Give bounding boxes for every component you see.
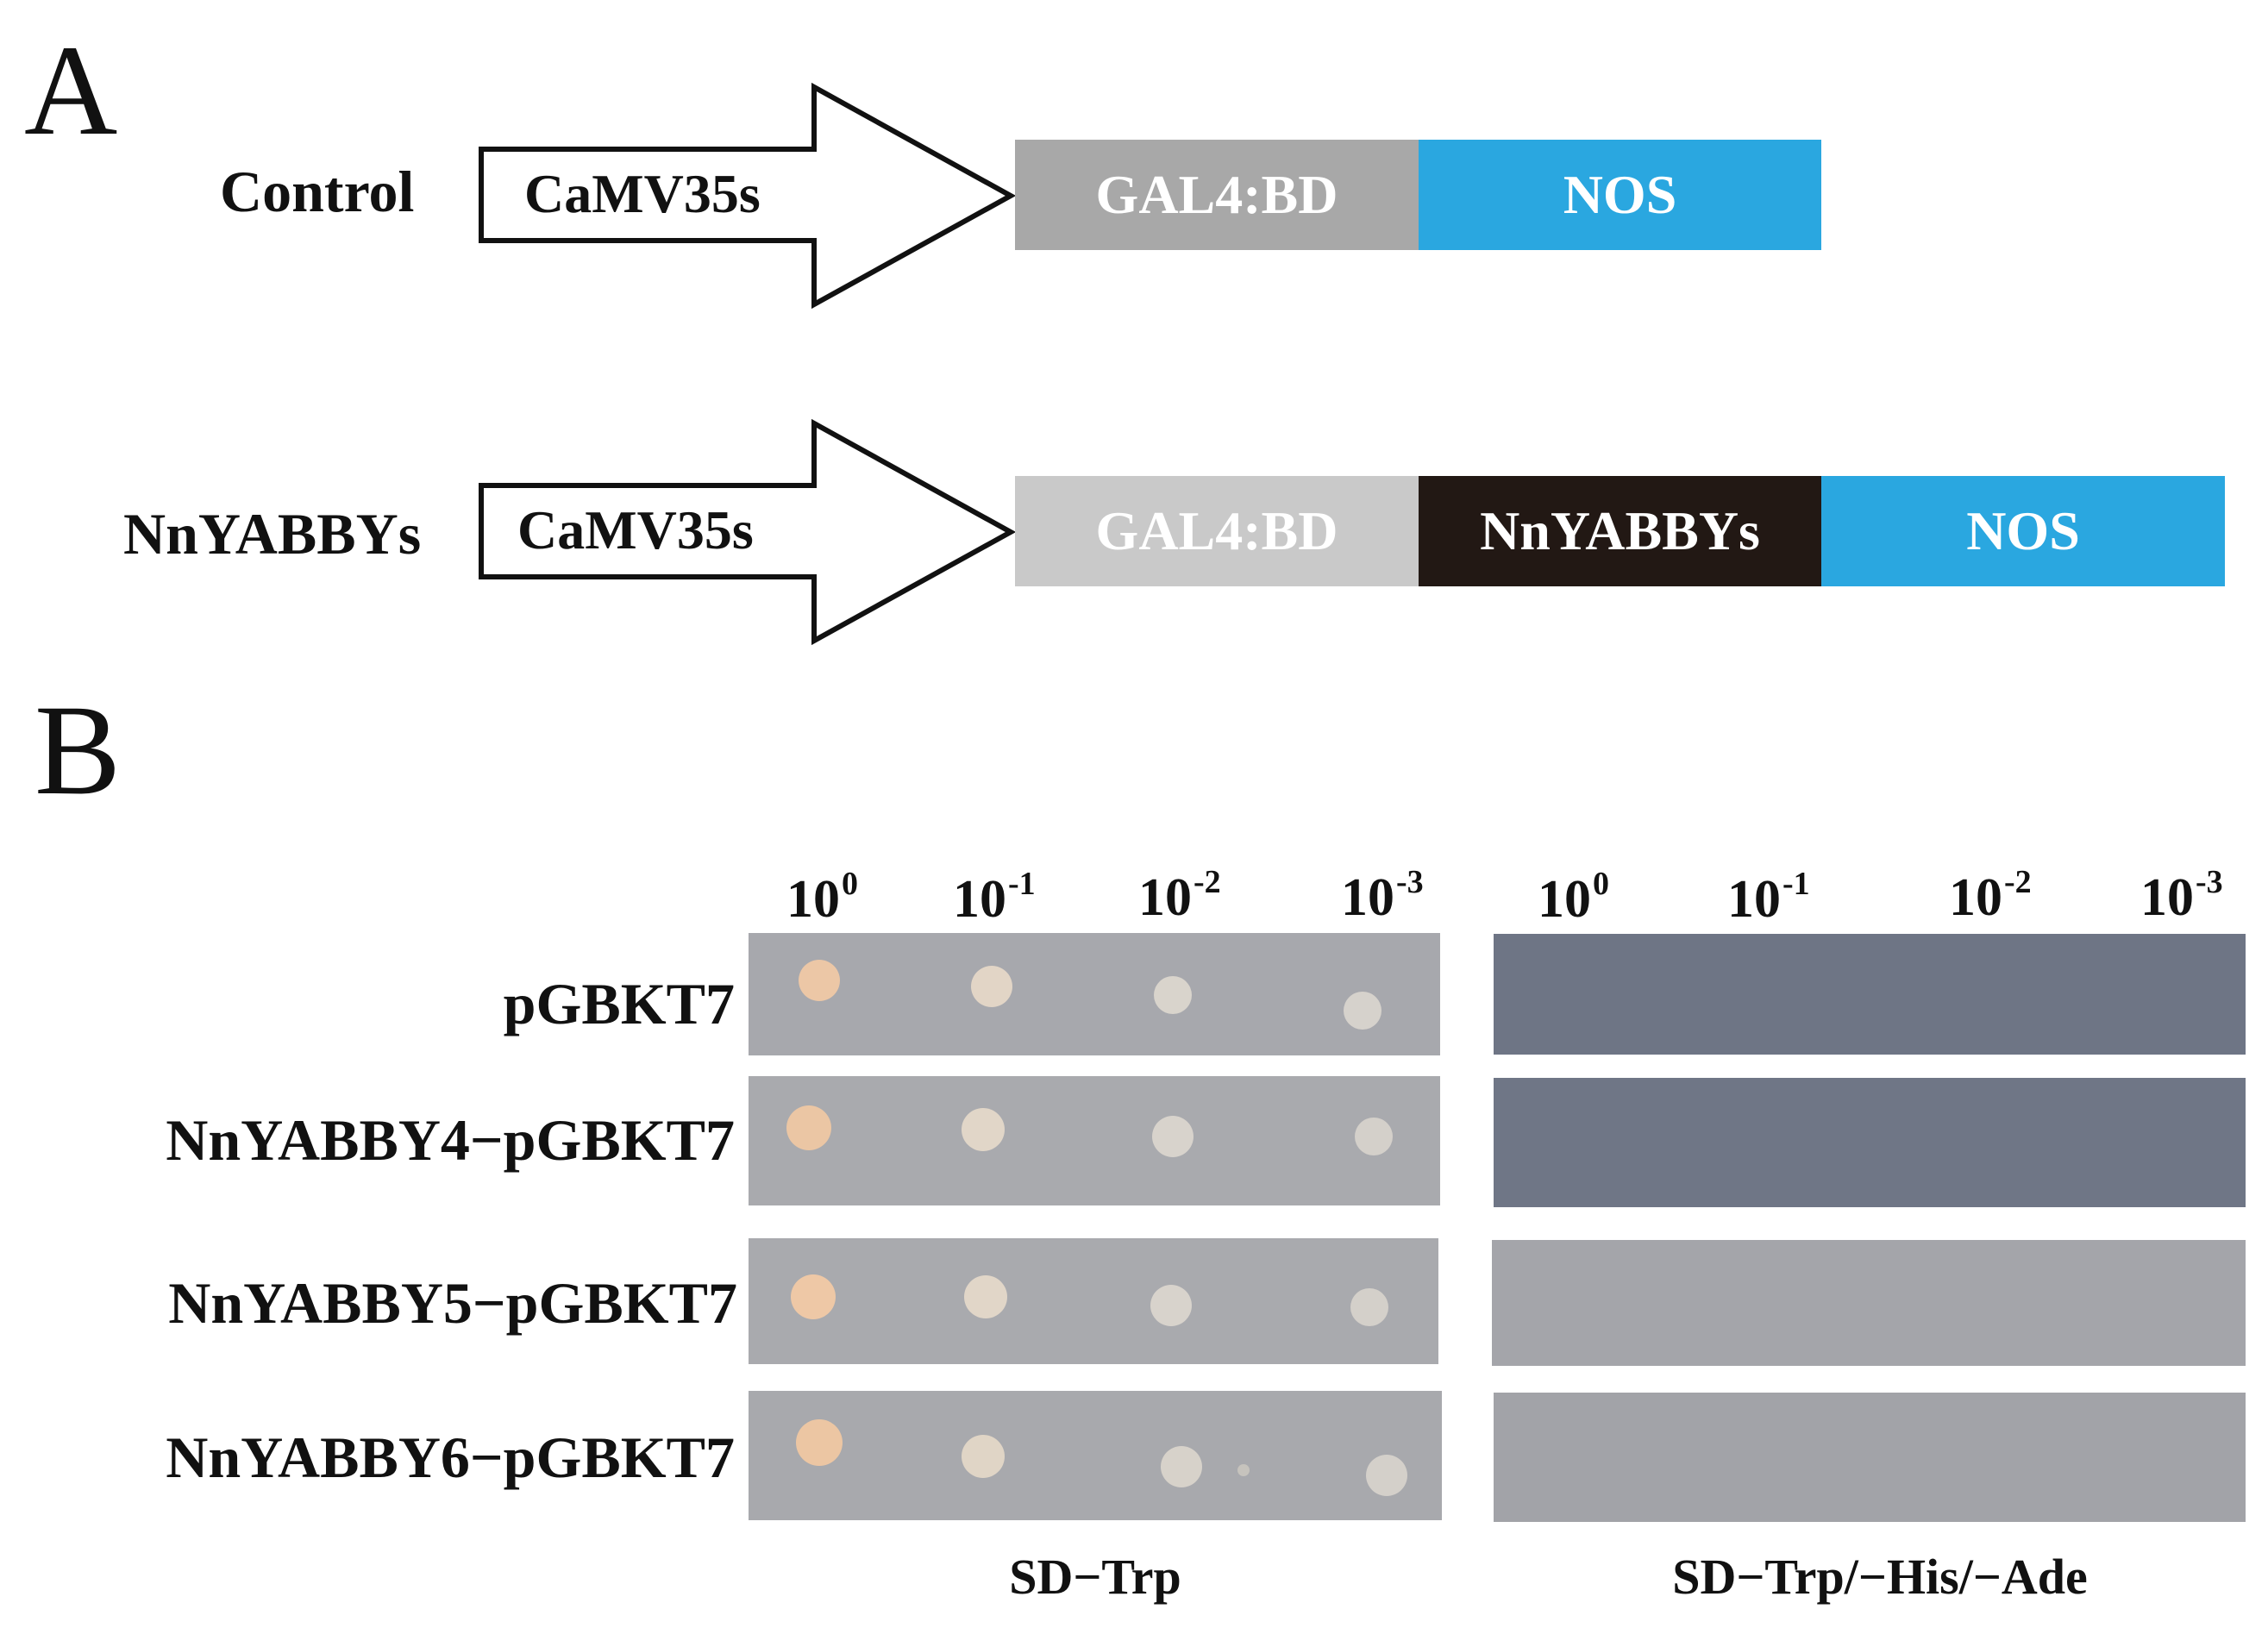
dilution-header-left-3: 10-2 (1138, 864, 1221, 927)
media-label-sd-qdo: SD−Trp/−His/−Ade (1672, 1549, 2088, 1605)
colony-dot (1161, 1446, 1202, 1487)
segment-nnyabbys-gene: NnYABBYs (1419, 476, 1821, 586)
panel-letter-b: B (34, 679, 122, 822)
segment-nos-control: NOS (1419, 140, 1821, 250)
plate-sd-qdo-row-1 (1494, 934, 2246, 1055)
plate-sd-qdo-row-4 (1494, 1393, 2246, 1522)
colony-dot (786, 1105, 831, 1150)
colony-dot (1344, 992, 1381, 1030)
strain-label-nnyabby5: NnYABBY5−pGBKT7 (168, 1270, 737, 1336)
segment-gal4bd-control: GAL4:BD (1015, 140, 1419, 250)
colony-dot (1237, 1464, 1250, 1476)
dilution-header-right-1: 100 (1538, 866, 1609, 929)
plate-sd-trp-row-3 (749, 1238, 1438, 1364)
colony-dot (1150, 1285, 1192, 1326)
construct-label-nnyabbys: NnYABBYs (123, 501, 422, 567)
promoter-label-nnyabbys: CaMV35s (517, 499, 754, 560)
strain-label-pgbkt7: pGBKT7 (503, 971, 735, 1036)
plate-sd-trp-row-2 (749, 1076, 1440, 1205)
colony-dot (1355, 1118, 1393, 1155)
dilution-header-right-2: 10-1 (1727, 866, 1810, 929)
segment-gal4bd-nnyabbys: GAL4:BD (1015, 476, 1419, 586)
plate-sd-qdo-row-2 (1494, 1078, 2246, 1207)
promoter-arrow-control (479, 82, 1017, 310)
colony-dot (796, 1419, 843, 1466)
media-label-sd-trp: SD−Trp (1009, 1549, 1181, 1605)
colony-dot (791, 1274, 836, 1319)
colony-dot (1152, 1116, 1194, 1157)
colony-dot (1154, 976, 1192, 1014)
segment-nos-nnyabbys: NOS (1821, 476, 2225, 586)
plate-sd-trp-row-1 (749, 933, 1440, 1055)
dilution-header-right-4: 10-3 (2140, 864, 2223, 927)
strain-label-nnyabby6: NnYABBY6−pGBKT7 (166, 1424, 735, 1490)
plate-sd-trp-row-4 (749, 1391, 1442, 1520)
colony-dot (971, 966, 1012, 1007)
colony-dot (1350, 1288, 1388, 1326)
colony-dot (962, 1435, 1005, 1478)
colony-dot (1366, 1455, 1407, 1496)
dilution-header-left-4: 10-3 (1341, 864, 1424, 927)
dilution-header-left-2: 10-1 (953, 866, 1036, 929)
colony-dot (964, 1275, 1007, 1318)
panel-letter-a: A (24, 19, 118, 162)
dilution-header-left-1: 100 (786, 866, 858, 929)
colony-dot (962, 1108, 1005, 1151)
colony-dot (799, 960, 840, 1001)
dilution-header-right-3: 10-2 (1949, 864, 2032, 927)
promoter-label-control: CaMV35s (524, 163, 761, 224)
strain-label-nnyabby4: NnYABBY4−pGBKT7 (166, 1107, 735, 1173)
plate-sd-qdo-row-3 (1492, 1240, 2246, 1366)
construct-label-control: Control (220, 159, 415, 224)
promoter-arrow-nnyabbys (479, 418, 1017, 646)
